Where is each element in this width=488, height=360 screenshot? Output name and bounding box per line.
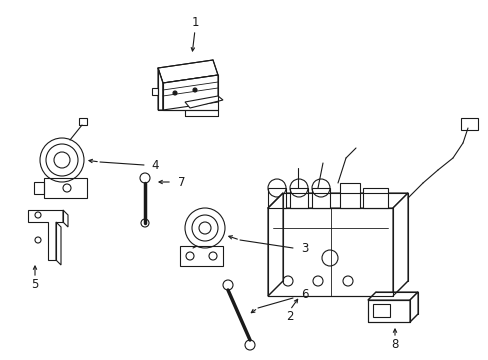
- Polygon shape: [289, 188, 307, 208]
- Text: 6: 6: [301, 288, 308, 302]
- Text: 1: 1: [191, 15, 198, 28]
- Polygon shape: [184, 96, 223, 108]
- Circle shape: [244, 340, 254, 350]
- Polygon shape: [158, 60, 218, 83]
- Circle shape: [141, 219, 149, 227]
- Polygon shape: [362, 188, 387, 208]
- Polygon shape: [152, 88, 158, 95]
- Polygon shape: [367, 300, 409, 322]
- Polygon shape: [267, 193, 283, 296]
- Polygon shape: [311, 188, 329, 208]
- Polygon shape: [163, 75, 218, 110]
- Text: 7: 7: [178, 176, 185, 189]
- Polygon shape: [267, 188, 285, 208]
- Polygon shape: [267, 193, 407, 208]
- Circle shape: [173, 91, 177, 95]
- Text: 8: 8: [390, 338, 398, 351]
- Polygon shape: [267, 208, 392, 296]
- Polygon shape: [392, 193, 407, 296]
- Text: 4: 4: [151, 158, 159, 171]
- Polygon shape: [367, 292, 417, 300]
- Circle shape: [223, 280, 232, 290]
- Circle shape: [140, 173, 150, 183]
- Text: 2: 2: [285, 310, 293, 323]
- Polygon shape: [339, 183, 359, 208]
- Text: 3: 3: [301, 242, 308, 255]
- Circle shape: [193, 88, 197, 92]
- Polygon shape: [409, 292, 417, 322]
- Text: 5: 5: [31, 279, 39, 292]
- Polygon shape: [158, 68, 163, 110]
